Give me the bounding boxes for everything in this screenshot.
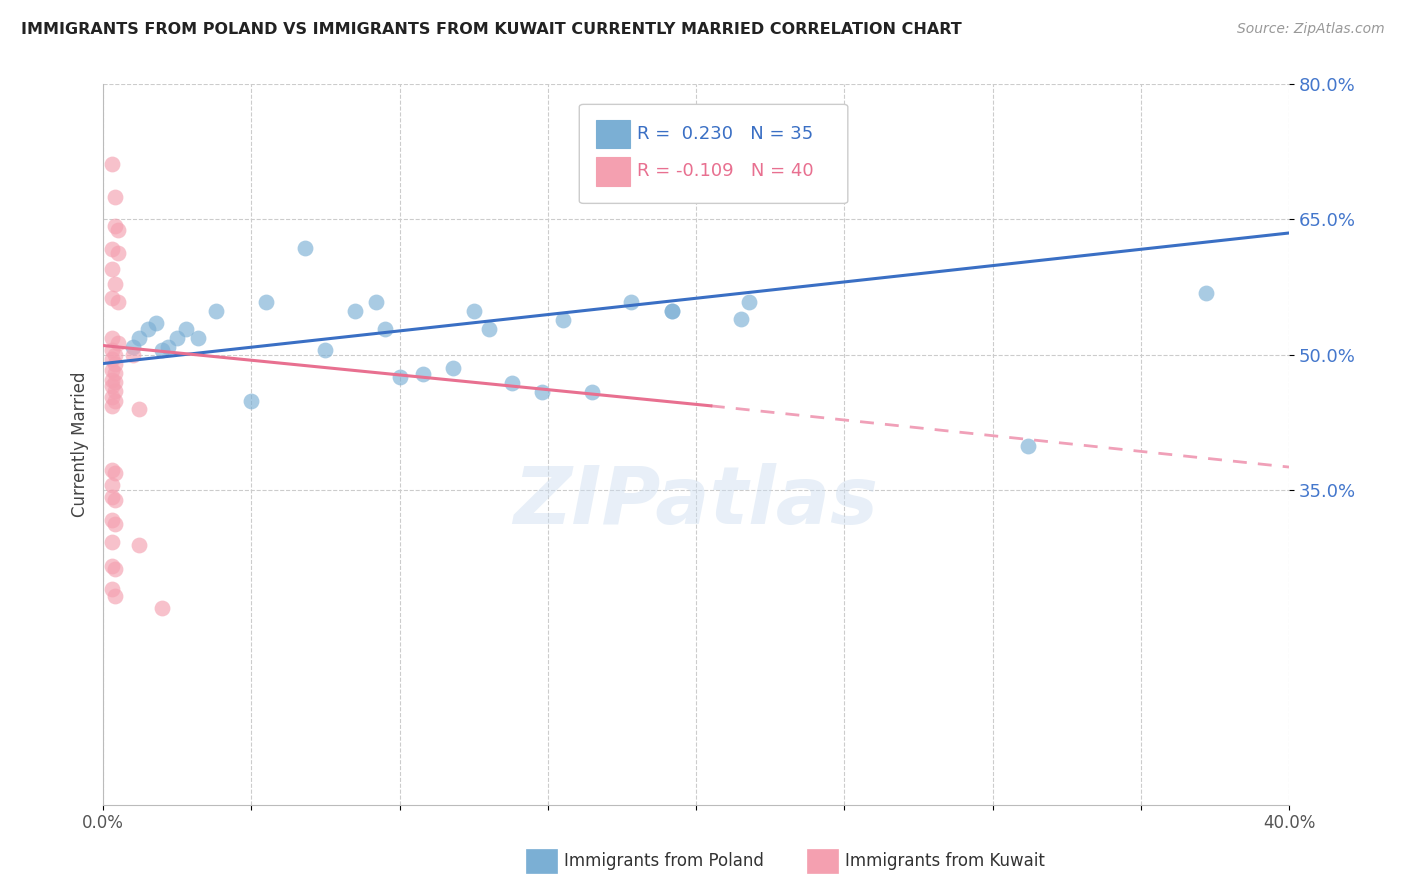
Point [104, 394, 127, 409]
Point [254, 295, 277, 310]
Point [551, 313, 574, 327]
Point [104, 277, 127, 292]
Point [780, 151, 803, 165]
Point [104, 589, 127, 603]
Point [174, 322, 197, 336]
Point [101, 331, 124, 345]
Point [128, 538, 150, 552]
Point [101, 343, 124, 357]
Point [101, 582, 124, 596]
Point [101, 490, 124, 504]
Point [104, 516, 127, 531]
Point [101, 156, 124, 170]
Text: R = -0.109   N = 40: R = -0.109 N = 40 [637, 162, 814, 180]
Point [101, 352, 124, 367]
Point [1017, 439, 1039, 453]
Point [104, 493, 127, 508]
Point [104, 366, 127, 380]
Point [101, 291, 124, 305]
Point [388, 370, 411, 384]
Point [374, 322, 396, 336]
Point [121, 347, 143, 361]
Text: ZIPatlas: ZIPatlas [513, 463, 879, 541]
Point [797, 133, 820, 147]
Point [101, 478, 124, 492]
Point [107, 245, 129, 260]
Point [166, 331, 188, 345]
Text: Immigrants from Kuwait: Immigrants from Kuwait [845, 852, 1045, 870]
Point [294, 241, 316, 255]
Point [441, 361, 464, 376]
Point [101, 363, 124, 377]
Point [661, 304, 683, 318]
Point [128, 401, 150, 416]
Point [104, 375, 127, 389]
Point [412, 368, 434, 382]
Point [187, 331, 209, 345]
Point [128, 331, 150, 345]
Point [501, 376, 523, 391]
Point [101, 399, 124, 413]
Point [152, 343, 174, 357]
Point [530, 385, 553, 400]
Text: Immigrants from Poland: Immigrants from Poland [564, 852, 763, 870]
Point [738, 295, 761, 310]
Point [152, 601, 174, 615]
Point [101, 463, 124, 477]
Point [101, 379, 124, 393]
Point [364, 295, 387, 310]
Point [730, 311, 752, 326]
Point [104, 219, 127, 233]
Text: Source: ZipAtlas.com: Source: ZipAtlas.com [1237, 22, 1385, 37]
Point [107, 335, 129, 350]
Point [104, 562, 127, 576]
Point [204, 304, 226, 318]
Point [104, 190, 127, 204]
Point [136, 322, 159, 336]
Point [107, 223, 129, 237]
Point [104, 384, 127, 398]
Point [121, 340, 143, 354]
Point [107, 295, 129, 310]
Point [101, 559, 124, 574]
Point [101, 513, 124, 527]
Point [344, 304, 367, 318]
Point [101, 373, 124, 387]
Point [581, 385, 603, 400]
Point [157, 340, 180, 354]
Point [101, 242, 124, 256]
Point [240, 394, 263, 409]
Text: IMMIGRANTS FROM POLAND VS IMMIGRANTS FROM KUWAIT CURRENTLY MARRIED CORRELATION C: IMMIGRANTS FROM POLAND VS IMMIGRANTS FRO… [21, 22, 962, 37]
Point [145, 316, 167, 330]
Point [104, 467, 127, 481]
Point [477, 322, 499, 336]
Point [104, 347, 127, 361]
Point [314, 343, 336, 357]
Y-axis label: Currently Married: Currently Married [72, 372, 89, 517]
Text: R =  0.230   N = 35: R = 0.230 N = 35 [637, 125, 813, 143]
Point [101, 390, 124, 404]
Point [101, 262, 124, 277]
Point [104, 357, 127, 371]
Point [101, 534, 124, 549]
Point [661, 304, 683, 318]
Point [620, 295, 643, 310]
Point [1195, 286, 1218, 301]
Point [463, 304, 485, 318]
